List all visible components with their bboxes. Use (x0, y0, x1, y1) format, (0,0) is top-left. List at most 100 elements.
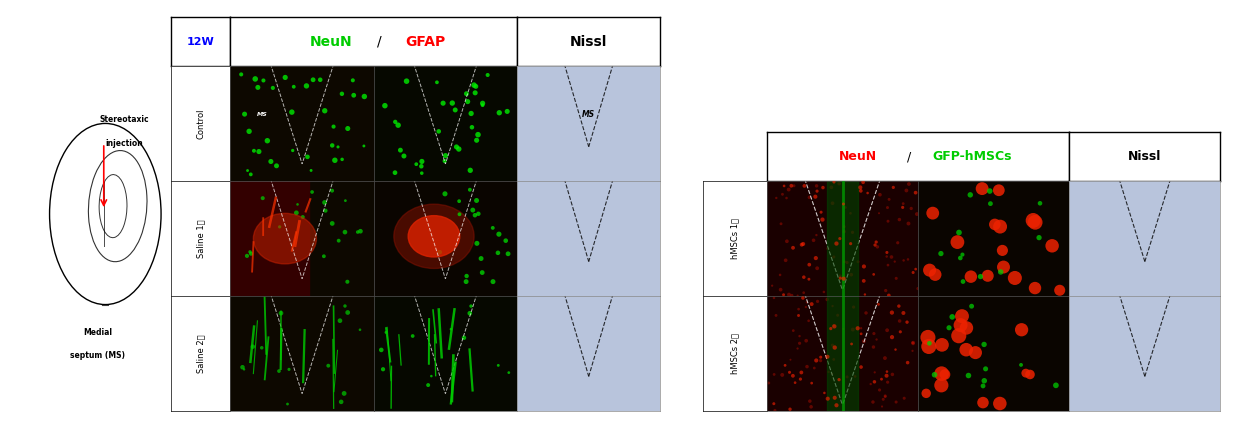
Point (797, 299, 817, 306)
Point (864, 344, 883, 351)
Point (234, 111, 254, 118)
Text: /: / (907, 150, 911, 163)
Point (886, 275, 906, 282)
Point (978, 272, 997, 279)
Point (461, 110, 481, 117)
Text: Control: Control (196, 109, 206, 139)
Point (851, 187, 871, 194)
Point (943, 313, 963, 320)
Point (973, 383, 992, 389)
Point (460, 310, 479, 317)
Point (764, 400, 784, 407)
Point (877, 368, 897, 375)
Point (953, 251, 973, 258)
Point (467, 197, 487, 204)
Text: GFP-hMSCs: GFP-hMSCs (933, 150, 1012, 163)
Point (835, 259, 855, 265)
Point (248, 84, 268, 91)
Point (826, 402, 846, 409)
Point (788, 345, 808, 352)
Point (808, 298, 828, 305)
Point (783, 372, 803, 379)
Point (1030, 200, 1049, 207)
Point (804, 237, 824, 244)
Point (807, 182, 826, 189)
Point (841, 271, 861, 278)
Point (834, 223, 854, 230)
Point (893, 257, 913, 264)
Point (813, 216, 833, 223)
Point (1046, 382, 1066, 389)
Point (873, 396, 893, 403)
Point (810, 357, 830, 364)
Point (898, 220, 918, 227)
Point (917, 390, 937, 397)
Point (875, 392, 895, 399)
Point (828, 312, 847, 319)
Point (239, 128, 259, 135)
Point (240, 171, 260, 178)
Point (970, 273, 990, 280)
Point (772, 372, 792, 378)
Point (866, 238, 886, 245)
Point (781, 356, 800, 363)
Text: Nissl: Nissl (570, 35, 607, 49)
Point (435, 158, 455, 164)
Point (834, 228, 854, 235)
Point (857, 190, 877, 196)
Point (478, 71, 498, 78)
Point (776, 257, 795, 264)
Point (985, 221, 1005, 228)
Point (903, 348, 923, 354)
Point (829, 180, 849, 187)
Point (394, 153, 414, 160)
Point (1049, 287, 1069, 294)
Point (878, 218, 898, 225)
Point (932, 370, 952, 377)
Point (388, 122, 408, 128)
Point (301, 167, 321, 174)
Point (865, 242, 885, 249)
Point (818, 296, 838, 303)
Point (841, 240, 861, 247)
Point (795, 303, 815, 310)
Point (950, 322, 970, 329)
Point (799, 318, 819, 324)
Point (282, 147, 302, 154)
Point (777, 195, 797, 202)
Bar (828, 181, 857, 296)
Point (771, 271, 790, 278)
Point (792, 369, 812, 376)
Text: Medial: Medial (83, 327, 112, 337)
Point (897, 319, 917, 326)
Point (980, 187, 1000, 194)
Point (810, 354, 830, 361)
Point (965, 349, 985, 356)
Point (851, 330, 871, 337)
Point (930, 250, 950, 257)
Point (808, 265, 828, 272)
Point (771, 286, 790, 293)
Point (882, 371, 902, 378)
Point (788, 292, 808, 299)
Point (877, 372, 897, 379)
Point (802, 403, 821, 410)
Point (441, 326, 461, 333)
Point (903, 340, 923, 347)
Point (935, 371, 955, 378)
Point (878, 262, 898, 268)
Point (975, 366, 995, 372)
Point (1005, 274, 1025, 281)
Point (377, 329, 396, 336)
Point (908, 285, 928, 292)
Point (457, 98, 477, 105)
Point (773, 191, 793, 198)
Point (1042, 242, 1062, 249)
Point (773, 291, 793, 298)
Point (814, 288, 834, 295)
Point (880, 196, 900, 203)
Point (939, 324, 959, 331)
Point (952, 313, 971, 320)
Point (323, 123, 343, 130)
Point (335, 229, 354, 235)
